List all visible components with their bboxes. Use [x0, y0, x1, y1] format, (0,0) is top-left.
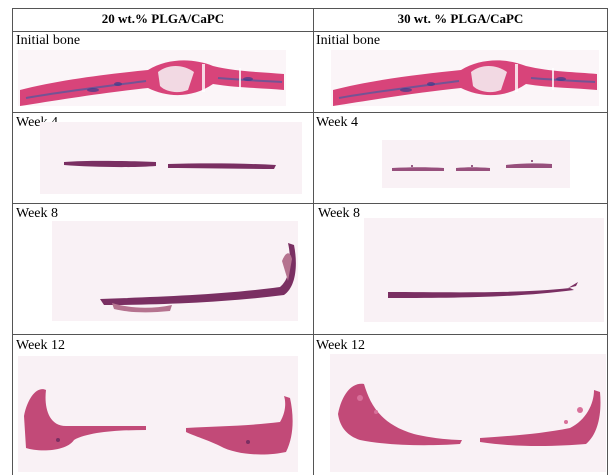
histology-image-week12-20wt [18, 356, 298, 472]
row-label-week4-right: Week 4 [316, 115, 359, 130]
row-divider-1 [12, 112, 608, 113]
row-label-week12-right: Week 12 [316, 338, 366, 353]
row-label-week12-left: Week 12 [16, 338, 66, 353]
row-label-week8-right: Week 8 [318, 206, 361, 221]
table-top-border [12, 8, 608, 9]
histology-image-week4-30wt [382, 140, 570, 188]
column-header-30wt: 30 wt. % PLGA/CaPC [397, 11, 524, 26]
row-label-initial-left: Initial bone [16, 33, 81, 48]
column-header-20wt: 20 wt.% PLGA/CaPC [101, 11, 225, 26]
column-divider [313, 8, 314, 475]
row-label-week8-left: Week 8 [16, 206, 59, 221]
row-label-initial-right: Initial bone [316, 33, 381, 48]
histology-image-week8-20wt [52, 221, 298, 321]
header-divider [12, 31, 608, 32]
row-divider-3 [12, 334, 608, 335]
row-divider-2 [12, 203, 608, 204]
histology-image-initial-20wt [18, 50, 286, 106]
histology-image-initial-30wt [331, 50, 599, 106]
table-left-border [12, 8, 13, 475]
histology-image-week12-30wt [330, 354, 606, 472]
histology-image-week4-20wt [40, 122, 302, 194]
histology-image-week8-30wt [364, 218, 604, 322]
